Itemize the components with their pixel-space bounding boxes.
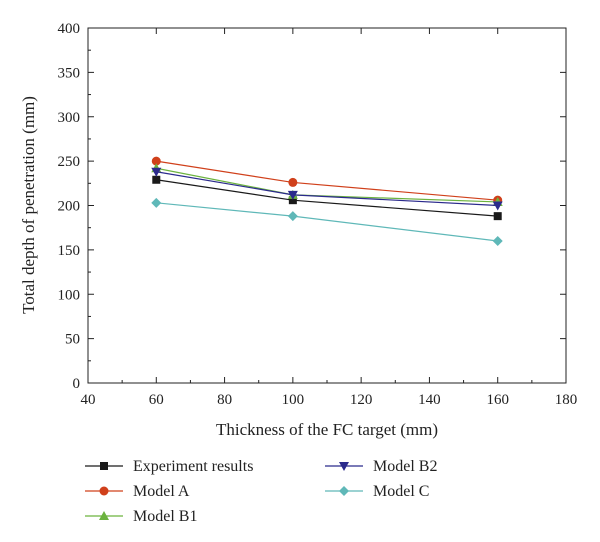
legend-label: Model B2: [373, 458, 437, 475]
legend-label: Model A: [133, 483, 190, 500]
data-point: [288, 177, 298, 187]
legend-entry: Model B1: [85, 508, 197, 525]
data-point: [151, 167, 162, 177]
y-tick-label: 350: [58, 65, 81, 81]
series-triangle-up: [151, 163, 503, 206]
x-tick-label: 40: [81, 392, 96, 408]
data-point: [151, 197, 162, 208]
legend-marker: [99, 511, 109, 520]
legend-entry: Model C: [325, 483, 429, 500]
series-circle: [151, 156, 503, 205]
y-tick-label: 300: [58, 110, 81, 126]
x-tick-label: 160: [486, 392, 509, 408]
legend-marker: [99, 486, 109, 496]
legend-label: Experiment results: [133, 458, 253, 475]
y-tick-label: 50: [65, 332, 80, 348]
y-tick-label: 400: [58, 21, 81, 37]
legend-entry: Model A: [85, 483, 190, 500]
y-tick-label: 150: [58, 243, 81, 259]
legend-entry: Experiment results: [85, 458, 253, 475]
x-tick-label: 180: [555, 392, 578, 408]
legend-marker: [339, 462, 349, 471]
legend-label: Model B1: [133, 508, 197, 525]
data-point: [287, 211, 298, 222]
data-point: [288, 196, 297, 205]
data-point: [287, 190, 298, 200]
y-tick-label: 0: [73, 376, 81, 392]
y-axis-label: Total depth of penetration (mm): [19, 96, 38, 314]
series-line: [156, 202, 498, 242]
data-point: [493, 212, 502, 221]
y-tick-label: 250: [58, 154, 81, 170]
data-point: [492, 236, 503, 246]
x-tick-label: 140: [418, 392, 441, 408]
data-point: [151, 156, 161, 166]
plot-frame: [87, 27, 567, 384]
x-tick-label: 80: [217, 392, 232, 408]
x-axis-label: Thickness of the FC target (mm): [216, 420, 438, 439]
series-diamond: [151, 197, 503, 246]
x-tick-label: 120: [350, 392, 373, 408]
x-tick-label: 100: [282, 392, 305, 408]
legend-label: Model C: [373, 483, 429, 500]
legend-entry: Model B2: [325, 458, 437, 475]
x-tick-label: 60: [149, 392, 164, 408]
legend-marker: [100, 462, 108, 470]
data-point: [152, 175, 161, 184]
y-tick-label: 100: [58, 287, 81, 303]
y-tick-label: 200: [58, 199, 81, 215]
series-triangle-down: [151, 167, 503, 211]
series-square: [152, 175, 502, 221]
legend: Experiment results Model A Model B1 Model B…: [85, 458, 437, 525]
legend-marker: [339, 486, 349, 496]
data-point: [492, 201, 503, 211]
